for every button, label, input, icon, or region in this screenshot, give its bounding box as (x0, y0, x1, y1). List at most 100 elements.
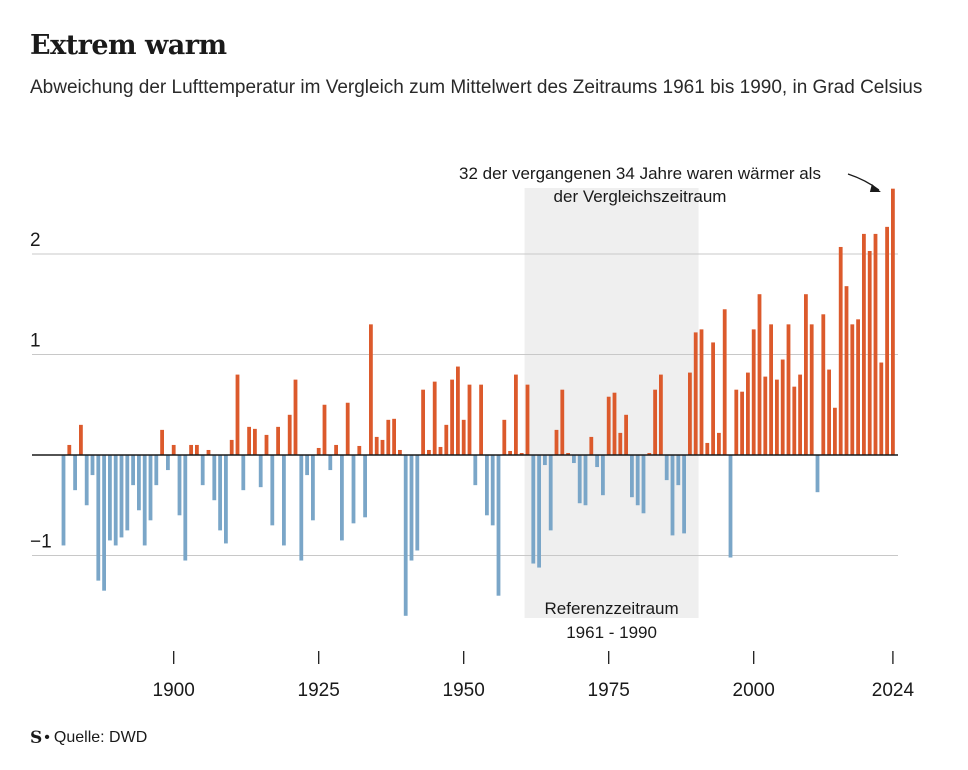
bar-2012 (821, 314, 826, 455)
annotation-line2: der Vergleichszeitraum (554, 187, 727, 206)
bar-1895 (142, 455, 147, 546)
bar-1910 (229, 439, 234, 455)
source-footer: S • Quelle: DWD (30, 728, 147, 748)
bar-2017 (850, 324, 855, 455)
bar-1970 (577, 455, 582, 504)
bar-1915 (258, 455, 263, 488)
bar-1998 (740, 391, 744, 455)
bar-2007 (792, 386, 797, 455)
bar-2008 (798, 374, 802, 455)
bar-1890 (113, 455, 118, 546)
bar-1974 (601, 455, 605, 496)
bar-1973 (595, 455, 599, 468)
bar-1937 (386, 419, 391, 455)
bar-1987 (676, 455, 681, 486)
bar-1965 (548, 455, 553, 531)
bar-1929 (340, 455, 344, 541)
bar-2001 (757, 294, 762, 455)
chart-subtitle: Abweichung der Lufttemperatur im Verglei… (30, 77, 923, 98)
bar-1986 (670, 455, 675, 536)
bar-1961 (525, 384, 530, 455)
x-tick-label: 1925 (298, 680, 340, 701)
bar-1956 (496, 455, 501, 596)
bar-1916 (264, 434, 269, 455)
bar-1950 (461, 419, 466, 455)
bar-1999 (746, 372, 750, 455)
x-tick-label: 1900 (153, 680, 195, 701)
bar-1932 (357, 445, 362, 455)
bar-1964 (543, 455, 547, 466)
annotation: 32 der vergangenen 34 Jahre waren wärmer… (459, 164, 881, 206)
bar-1931 (351, 455, 356, 524)
bar-1997 (734, 389, 739, 455)
bar-1908 (218, 455, 222, 531)
bar-1905 (200, 455, 205, 486)
bar-1968 (566, 452, 570, 455)
bar-2000 (751, 329, 756, 455)
x-tick-label: 1975 (588, 680, 630, 701)
bar-1946 (438, 446, 443, 455)
bar-1888 (102, 455, 106, 591)
bar-1951 (467, 384, 472, 455)
reference-period-band (524, 188, 699, 618)
bar-1977 (618, 432, 623, 455)
bar-1917 (270, 455, 275, 526)
bar-1992 (705, 442, 710, 455)
bar-1989 (688, 372, 692, 455)
bar-1923 (305, 455, 309, 476)
bar-1927 (328, 455, 333, 471)
bar-1954 (485, 455, 489, 516)
reference-label-line1: Referenzzeitraum (545, 599, 679, 618)
bar-2006 (786, 324, 791, 455)
chart-canvas: 2 1 −1 1900 1925 1950 1975 2000 2024 Referenzze… (30, 164, 914, 701)
bar-1891 (119, 455, 124, 538)
bar-1889 (108, 455, 112, 541)
bar-1909 (224, 455, 228, 544)
bar-1988 (682, 455, 686, 534)
bar-1976 (612, 392, 617, 455)
publisher-logo: S (30, 728, 43, 748)
bar-2016 (844, 286, 849, 455)
bar-1962 (531, 455, 536, 564)
bar-1924 (311, 455, 315, 521)
bar-1882 (67, 444, 72, 455)
bar-1881 (61, 455, 66, 546)
y-tick-label: −1 (30, 532, 52, 553)
bar-1939 (398, 449, 402, 455)
bar-1984 (659, 374, 663, 455)
bar-1903 (189, 444, 193, 455)
x-tick-label: 1950 (443, 680, 485, 701)
x-axis: 1900 1925 1950 1975 2000 2024 (153, 651, 914, 701)
bar-1980 (635, 455, 640, 506)
bar-1982 (647, 452, 652, 455)
bar-1996 (728, 455, 733, 558)
bar-2023 (885, 226, 889, 455)
bar-1944 (427, 449, 431, 455)
y-tick-label: 1 (30, 331, 41, 352)
bar-1885 (84, 455, 89, 506)
bar-1898 (160, 429, 164, 455)
chart-title: Extrem warm (30, 30, 227, 61)
bar-1985 (664, 455, 669, 481)
bar-1959 (514, 374, 518, 455)
bar-1958 (508, 450, 512, 455)
bar-1884 (79, 424, 83, 455)
bar-2004 (775, 379, 779, 455)
bar-1912 (241, 455, 246, 491)
bar-1902 (183, 455, 188, 561)
bar-1919 (282, 455, 286, 546)
bar-1901 (177, 455, 182, 516)
y-axis-labels: 2 1 −1 (30, 230, 52, 553)
reference-label-line2: 1961 - 1990 (566, 623, 657, 642)
bar-2019 (862, 233, 866, 455)
bar-2009 (804, 294, 808, 455)
bar-2005 (780, 359, 785, 455)
annotation-arrowhead (869, 184, 881, 192)
bar-1914 (253, 428, 257, 455)
bar-1966 (554, 429, 559, 455)
bars (61, 188, 895, 616)
bar-1930 (345, 402, 350, 455)
bar-1955 (490, 455, 495, 526)
bar-2010 (809, 324, 814, 455)
bar-2014 (833, 407, 837, 455)
